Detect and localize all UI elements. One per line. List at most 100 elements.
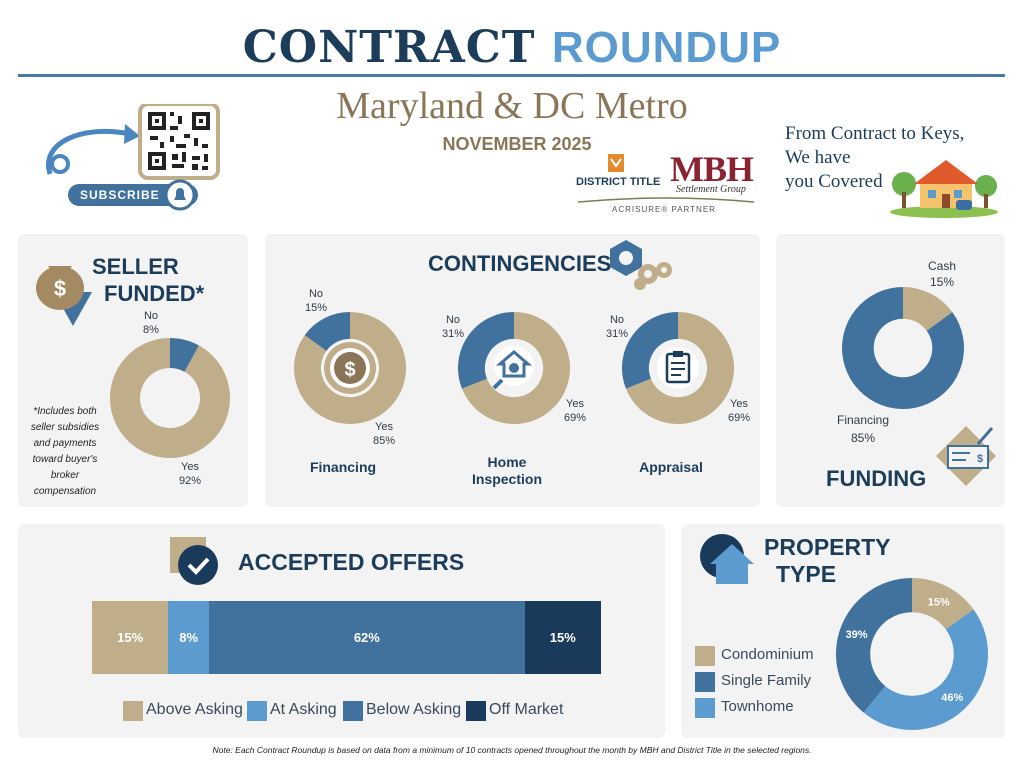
bell-icon (174, 188, 186, 200)
financing-no-text: No (308, 288, 324, 300)
appraisal-yes-slice (625, 312, 734, 424)
funding-title: FUNDING (826, 466, 927, 491)
financing-category-label: Financing (309, 459, 377, 475)
acrisure-partner: ACRISURE® PARTNER (612, 205, 716, 214)
svg-text:$: $ (54, 276, 66, 301)
svg-text:$: $ (344, 359, 355, 381)
inspection-no-slice (458, 312, 514, 389)
region-title: Maryland & DC Metro (336, 85, 688, 127)
checkmark-icon (170, 537, 218, 585)
property-type-title-2: TYPE (776, 561, 837, 587)
seller-yes-slice (110, 338, 230, 458)
inspection-no-number: 31 (441, 328, 455, 340)
home-inspection-category-label: Home Inspection (471, 454, 542, 487)
legend-swatch-below-asking (343, 701, 363, 721)
district-title-logo-icon (608, 154, 624, 172)
financing-yes-value: 85% (372, 435, 396, 447)
arrow-icon (46, 128, 131, 175)
financing-yes-number: 85 (372, 435, 386, 447)
property-condominium-value: 15% (928, 597, 950, 609)
appraisal-donut (622, 312, 734, 424)
mbh-logo-sub: Settlement Group (676, 184, 746, 195)
legend-at-asking: At Asking (270, 701, 337, 718)
home-inspection-donut (458, 312, 570, 424)
inspection-no-value: 31% (441, 328, 465, 340)
dollar-coin-icon: $ (324, 342, 376, 394)
property-single-family-slice (836, 578, 912, 713)
page-title: CONTRACT ROUNDUP (0, 22, 1024, 73)
financing-no-value: 15% (304, 302, 328, 314)
month-label: NOVEMBER 2025 (442, 134, 592, 154)
seller-funded-title-2: FUNDED* (104, 281, 205, 306)
home-magnifier-icon (492, 346, 534, 390)
title-contract: CONTRACT (242, 22, 536, 73)
appraisal-no-label: No 31% (602, 313, 632, 341)
appraisal-no-text: No (609, 314, 625, 326)
clipboard-icon (657, 347, 699, 389)
house-icon (700, 534, 754, 584)
tagline-line-3: you Covered (785, 171, 883, 192)
qr-subscribe-graphic[interactable] (40, 104, 230, 214)
funding-financing-number: 85 (850, 431, 865, 445)
appraisal-yes-text: Yes (730, 398, 748, 410)
inspection-no-text: No (445, 314, 461, 326)
seller-no-text: No (143, 310, 159, 322)
appraisal-yes-label: Yes 69% (724, 397, 754, 425)
tagline: From Contract to Keys, We have you Cover… (785, 122, 995, 194)
legend-townhome: Townhome (721, 698, 794, 715)
legend-off-market: Off Market (489, 701, 564, 718)
legend-swatch-townhome (695, 698, 715, 718)
offers-off-market-segment: 15% (524, 601, 601, 674)
inspection-no-label: No 31% (438, 313, 468, 341)
financing-yes-slice (294, 312, 406, 424)
seller-yes-label: Yes 92% (175, 460, 205, 488)
legend-above-asking: Above Asking (146, 701, 243, 718)
offers-below-asking-segment: 62% (209, 601, 525, 674)
mbh-logo: MBH (670, 149, 754, 189)
seller-no-label: No 8% (136, 309, 166, 337)
funding-cash-value: 15% (929, 275, 955, 289)
title-roundup: ROUNDUP (551, 23, 782, 72)
financing-no-label: No 15% (298, 287, 334, 315)
qr-frame (138, 104, 220, 180)
tagline-line-2: We have (785, 147, 851, 168)
check-payment-icon: $ (936, 426, 996, 486)
funding-financing-slice (842, 287, 964, 409)
seller-yes-text: Yes (181, 461, 199, 473)
subscribe-button[interactable]: SUBSCRIBE (80, 188, 160, 202)
funding-cash-number: 15 (929, 275, 944, 289)
header-divider (18, 74, 1005, 77)
appraisal-no-value: 31% (605, 328, 629, 340)
property-single-family-value: 39% (846, 629, 868, 641)
inspection-yes-number: 69 (563, 412, 577, 424)
financing-no-slice (304, 312, 350, 351)
funding-cash-label: Cash 15% (917, 258, 967, 290)
inspection-yes-slice (461, 312, 570, 424)
house-illustration-icon (890, 160, 998, 218)
legend-swatch-single-family (695, 672, 715, 692)
footer-note: Note: Each Contract Roundup is based on … (212, 745, 812, 755)
legend-condominium: Condominium (721, 646, 814, 663)
appraisal-no-slice (622, 312, 678, 389)
contingencies-title: CONTINGENCIES (428, 251, 612, 276)
legend-swatch-above-asking (123, 701, 143, 721)
district-title-logo: DISTRICT TITLE (576, 176, 661, 188)
seller-no-number: 8 (143, 324, 150, 336)
qr-code-icon (148, 112, 210, 170)
logo-swoosh (577, 197, 755, 203)
seller-no-slice (170, 338, 199, 372)
offers-at-asking-segment: 8% (168, 601, 210, 674)
seller-funded-title-1: SELLER (92, 254, 179, 279)
inspection-yes-value: 69% (563, 412, 587, 424)
seller-yes-value: 92% (178, 475, 202, 487)
inspection-yes-label: Yes 69% (560, 397, 590, 425)
property-townhome-value: 46% (941, 692, 963, 704)
funding-cash-text: Cash (927, 259, 956, 273)
legend-swatch-condominium (695, 646, 715, 666)
financing-yes-text: Yes (375, 421, 393, 433)
property-type-title-1: PROPERTY (764, 534, 891, 560)
financing-contingency-donut (294, 312, 406, 424)
svg-text:$: $ (977, 453, 983, 465)
property-condominium-slice (912, 578, 974, 630)
gears-icon (610, 240, 672, 290)
